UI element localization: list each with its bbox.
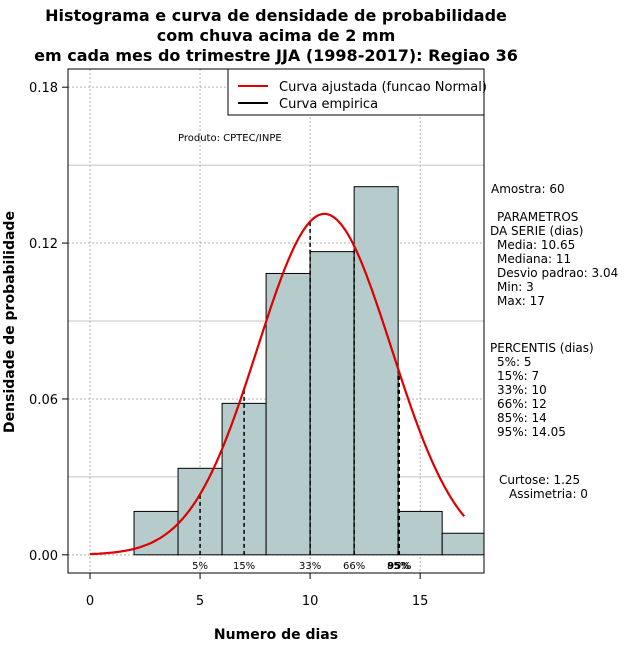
statistics-panel: Amostra: 60 PARAMETROS DA SERIE (dias) M… (490, 182, 618, 501)
x-tick-label: 15 (412, 594, 429, 609)
percentile-lines: 5% 15% 33% 66% 85%95% (192, 221, 411, 572)
percentiles-title: PERCENTIS (dias) (490, 341, 594, 355)
histogram-bar (309, 251, 355, 556)
param-max: Max: 17 (497, 294, 545, 308)
histogram-bar (397, 510, 443, 556)
x-tick-label: 5 (196, 594, 204, 609)
axes: 0 5 10 15 0.00 0.06 0.12 0.18 (29, 68, 485, 609)
params-title-2: DA SERIE (dias) (490, 224, 583, 238)
param-median: Mediana: 11 (497, 252, 571, 266)
param-min: Min: 3 (497, 280, 534, 294)
y-axis-title: Densidade de probabilidade (2, 211, 18, 433)
percentile-15: 15%: 7 (497, 369, 539, 383)
product-annotation: Produto: CPTEC/INPE (178, 133, 282, 144)
percentile-label: 95% (387, 561, 411, 572)
y-tick-label: 0.00 (29, 549, 58, 564)
histogram-bar (265, 272, 311, 556)
chart-title-line-1: Histograma e curva de densidade de proba… (45, 6, 507, 25)
histogram-bar (441, 532, 485, 556)
histogram-bar (353, 186, 399, 556)
skewness: Assimetria: 0 (509, 487, 588, 501)
percentile-label: 5% (192, 561, 208, 572)
chart-title-line-2: com chuva acima de 2 mm (157, 26, 396, 45)
y-tick-label: 0.06 (29, 393, 58, 408)
y-tick-label: 0.18 (29, 81, 58, 96)
percentile-label: 85% (387, 561, 409, 572)
percentile-85: 85%: 14 (497, 411, 547, 425)
percentile-label: 66% (343, 561, 365, 572)
legend-box (227, 68, 485, 116)
x-tick-label: 10 (302, 594, 319, 609)
percentile-66: 66%: 12 (497, 397, 547, 411)
percentile-95: 95%: 14.05 (497, 425, 566, 439)
x-axis-title: Numero de dias (214, 627, 338, 643)
legend-label-normal: Curva ajustada (funcao Normal) (279, 80, 487, 95)
percentile-label: 33% (299, 561, 321, 572)
percentile-33: 33%: 10 (497, 383, 547, 397)
kurtosis: Curtose: 1.25 (499, 473, 580, 487)
x-tick-label: 0 (86, 594, 94, 609)
chart-title-line-3: em cada mes do trimestre JJA (1998-2017)… (34, 46, 518, 65)
histogram-bars (133, 186, 485, 556)
legend-label-empirical: Curva empirica (279, 97, 378, 112)
param-sd: Desvio padrao: 3.04 (497, 266, 618, 280)
percentile-5: 5%: 5 (497, 355, 532, 369)
percentile-label: 15% (233, 561, 255, 572)
y-tick-label: 0.12 (29, 237, 58, 252)
params-title-1: PARAMETROS (497, 210, 578, 224)
param-mean: Media: 10.65 (497, 238, 575, 252)
histogram-bar (133, 510, 179, 556)
normal-curve (89, 212, 466, 556)
legend: Curva ajustada (funcao Normal) Curva emp… (227, 68, 487, 116)
sample-size: Amostra: 60 (491, 182, 565, 196)
normal-curve-layer (89, 212, 466, 556)
